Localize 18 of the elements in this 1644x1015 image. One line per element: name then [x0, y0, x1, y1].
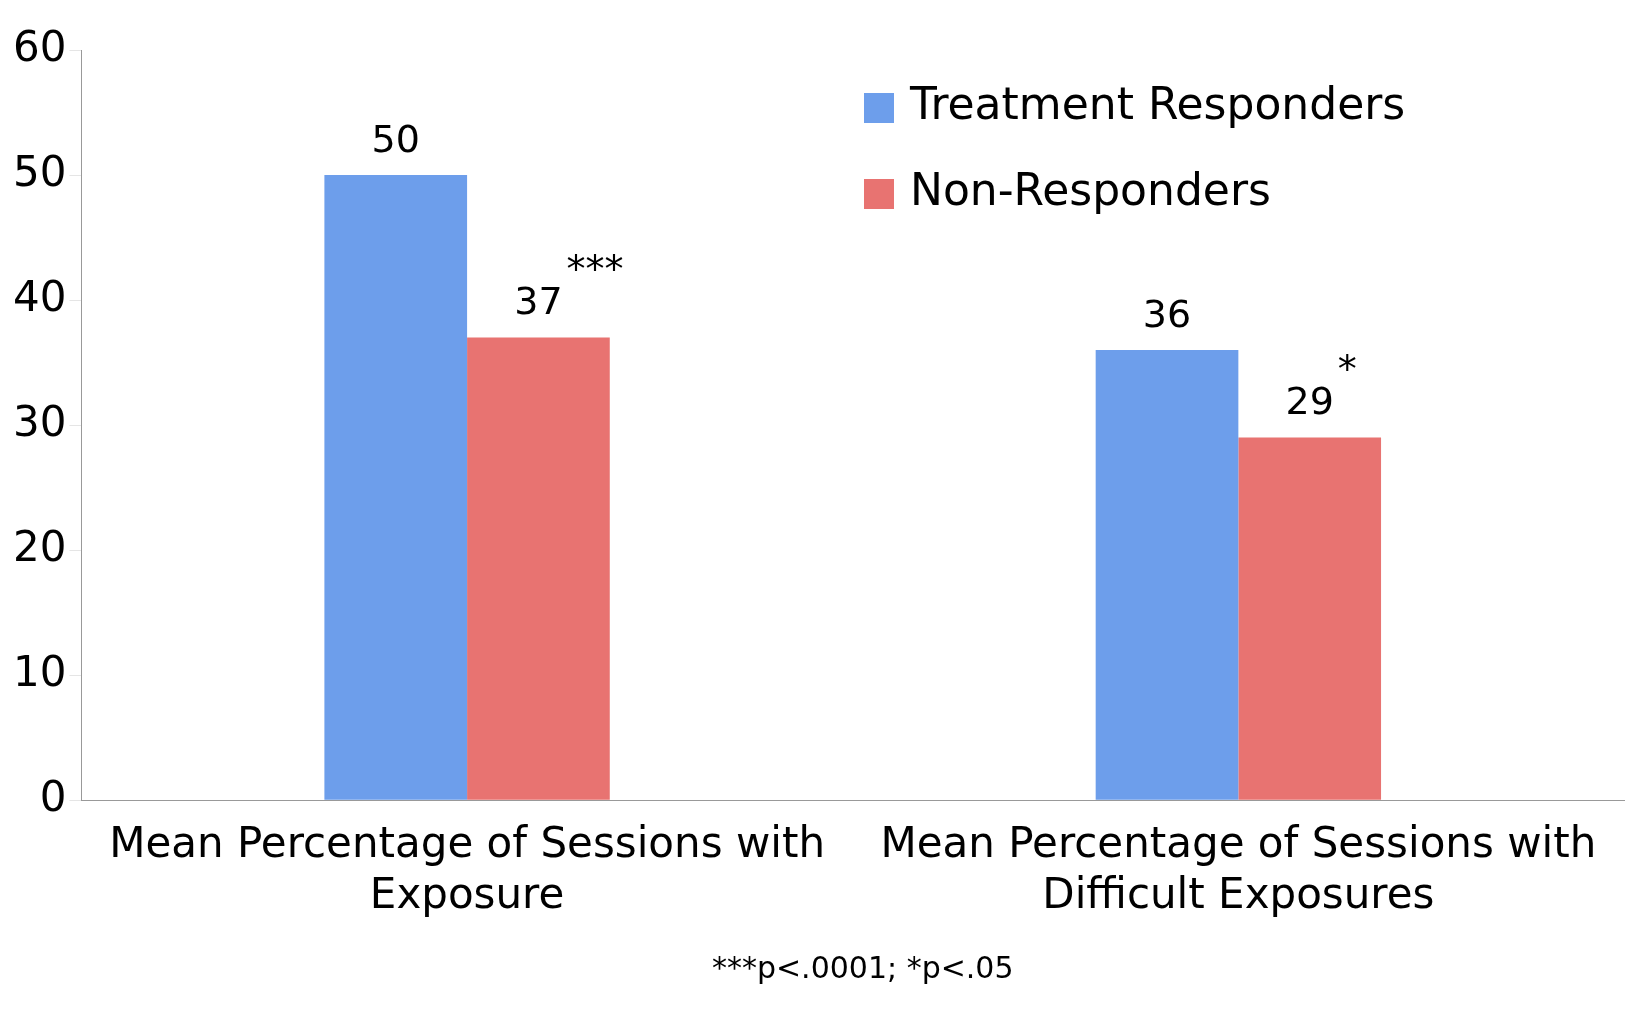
- y-tick-label: 60: [12, 21, 67, 71]
- y-tick-label: 40: [12, 271, 67, 321]
- x-tick-label: Mean Percentage of Sessions with Difficult Exposures: [880, 818, 1597, 918]
- y-tick-label: 10: [12, 647, 67, 697]
- data-label: 36: [1142, 291, 1192, 336]
- annotation: ***: [566, 247, 624, 292]
- legend-label: Treatment Responders: [909, 78, 1406, 130]
- legend-label: Non-Responders: [910, 164, 1271, 216]
- y-tick-label: 20: [12, 522, 67, 572]
- x-tick-label: Mean Percentage of Sessions with Exposure: [109, 818, 825, 918]
- data-label: 37: [514, 279, 563, 324]
- data-label: 50: [371, 116, 420, 161]
- annotation: *: [1337, 347, 1357, 392]
- y-tick-label: 0: [39, 772, 67, 822]
- text: ***p<.0001; *p<.05: [711, 949, 1014, 985]
- y-tick-label: 30: [12, 397, 67, 447]
- y-tick-label: 50: [12, 146, 67, 196]
- data-label: 29: [1285, 379, 1334, 424]
